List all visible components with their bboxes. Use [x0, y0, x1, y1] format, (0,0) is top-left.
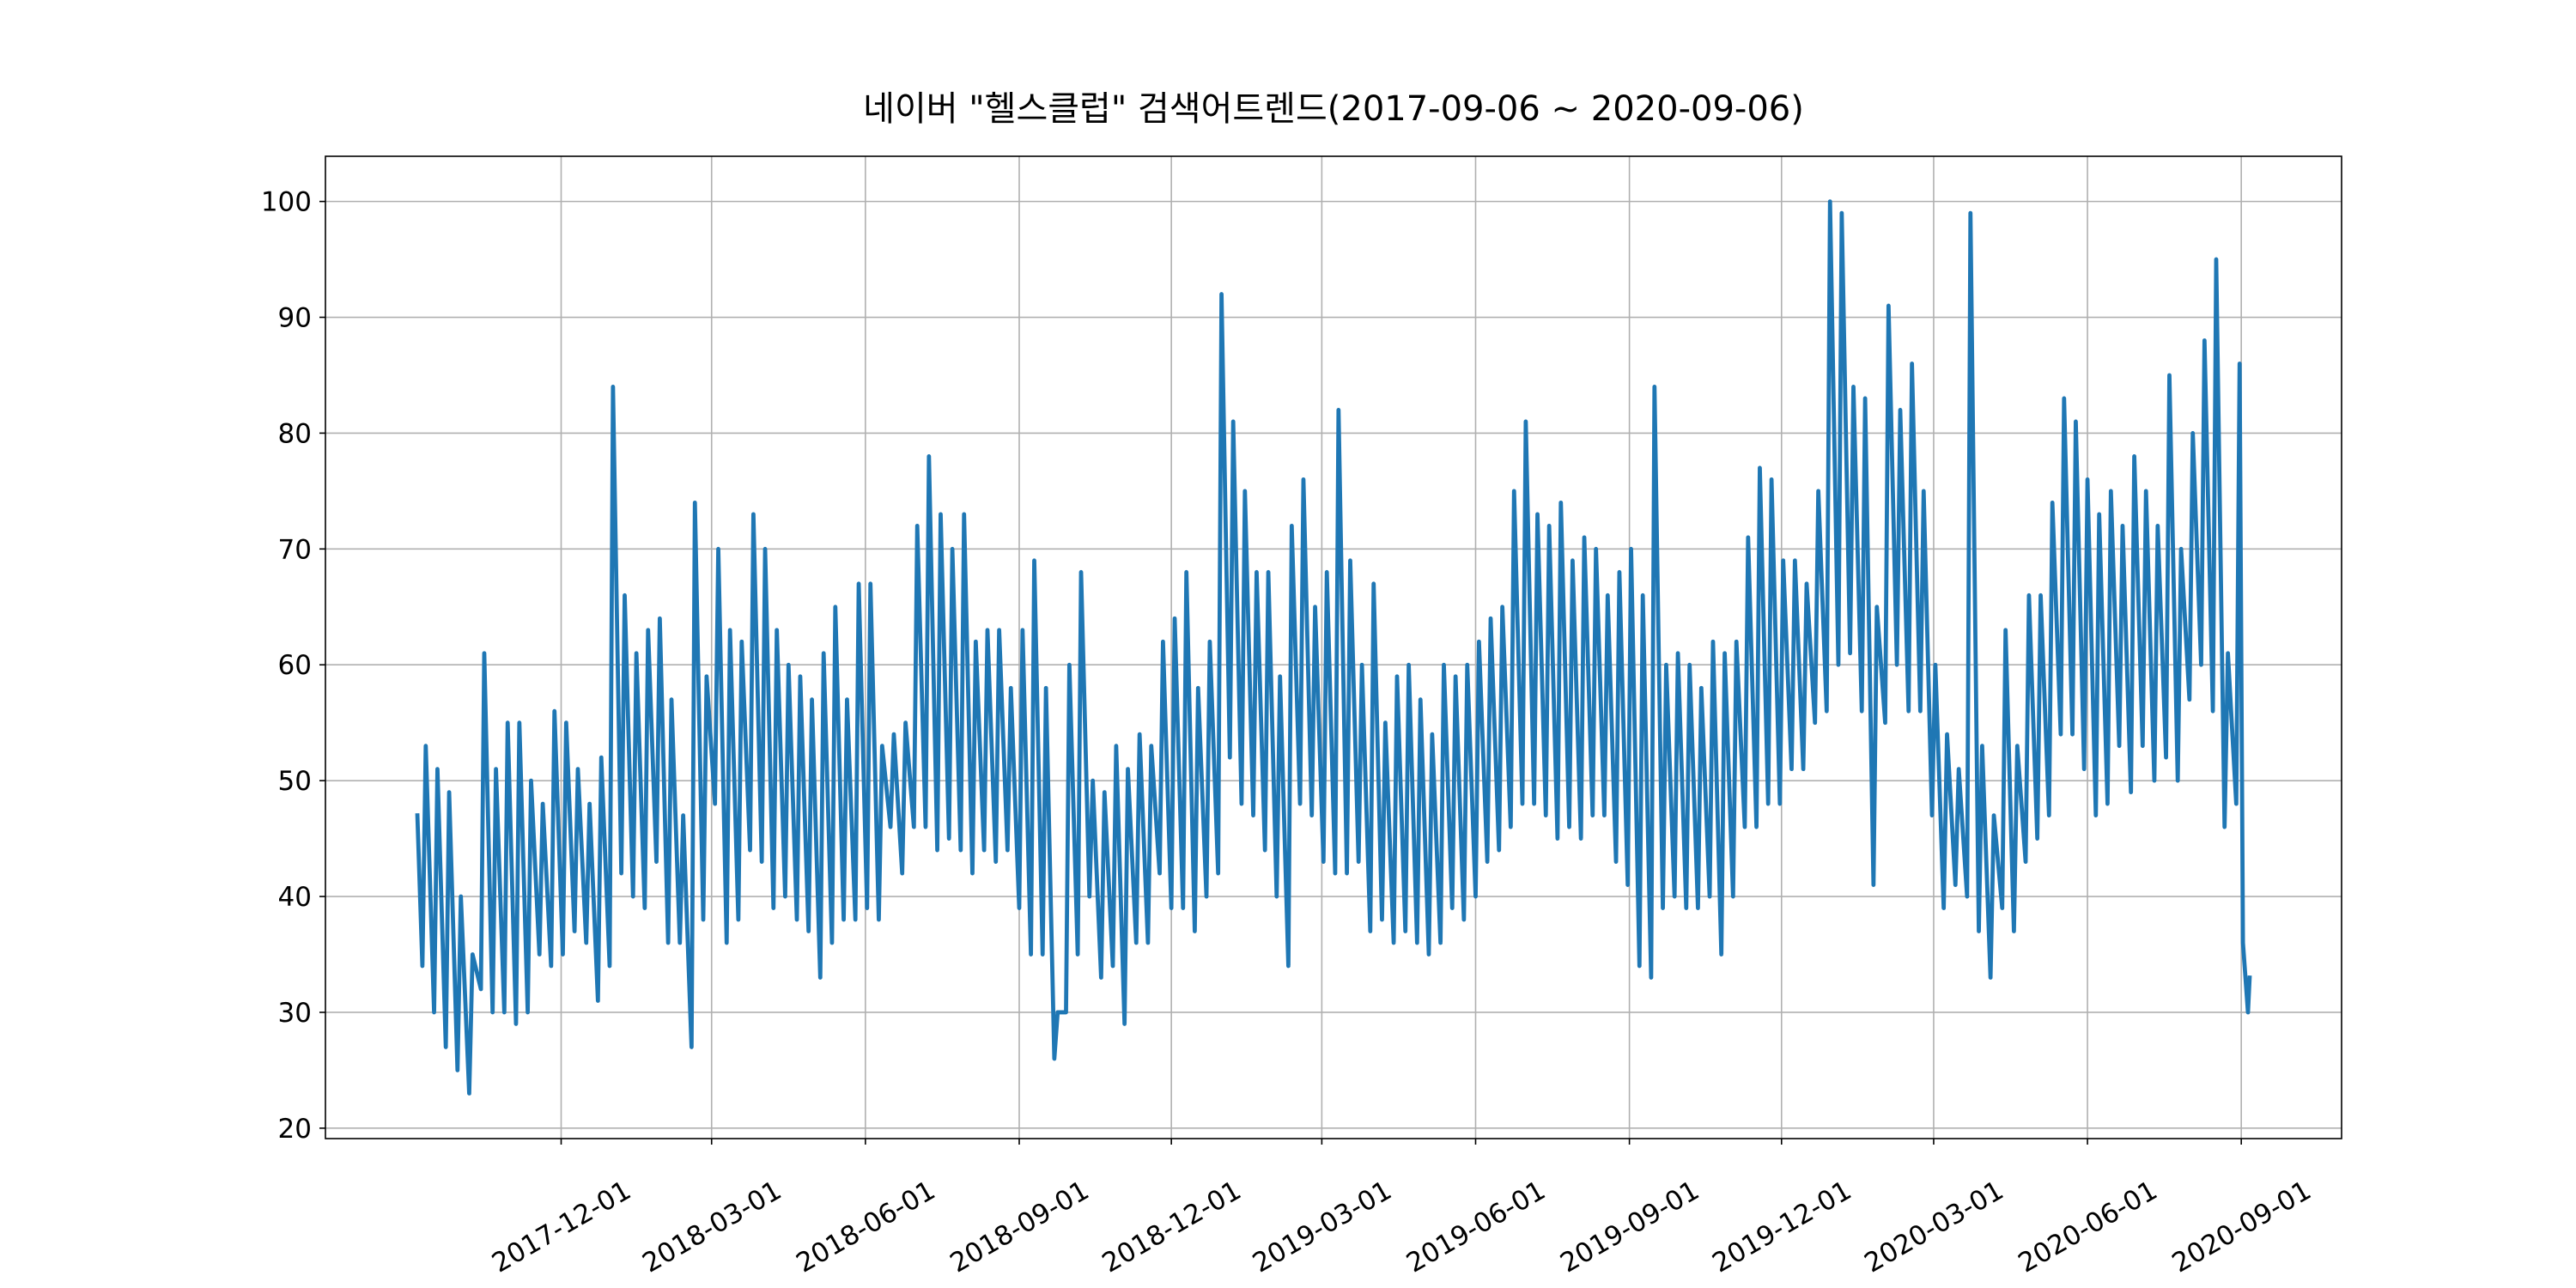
y-tick-label: 70: [278, 534, 312, 565]
data-line: [415, 199, 2252, 1096]
y-tick-label: 50: [278, 766, 312, 797]
y-tick-label: 90: [278, 303, 312, 334]
plot-frame: [325, 155, 2342, 1139]
y-tick-label: 60: [278, 650, 312, 681]
y-tick-label: 20: [278, 1114, 312, 1145]
y-tick-label: 80: [278, 418, 312, 449]
y-tick-label: 100: [261, 187, 312, 218]
y-tick-label: 30: [278, 998, 312, 1029]
chart-title: 네이버 "헬스클럽" 검색어트렌드(2017-09-06 ~ 2020-09-0…: [863, 89, 1804, 129]
y-tick-label: 40: [278, 882, 312, 913]
